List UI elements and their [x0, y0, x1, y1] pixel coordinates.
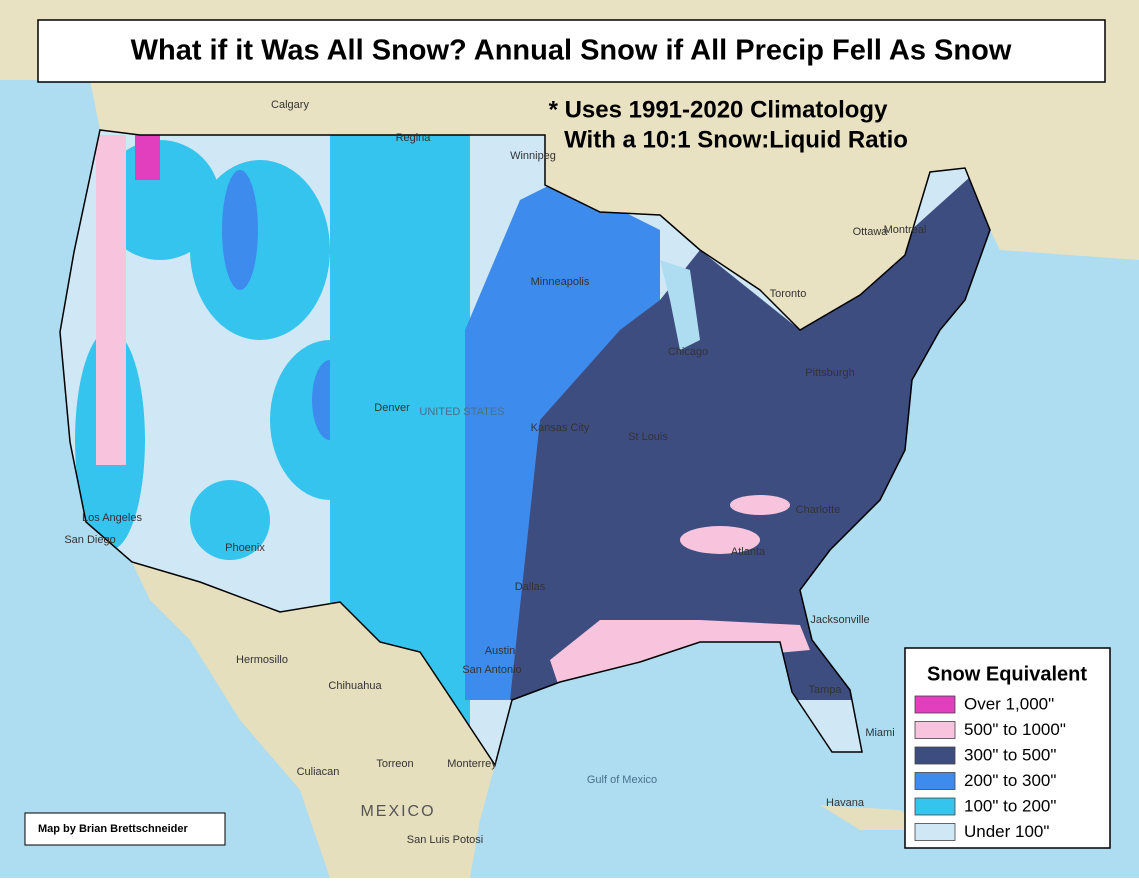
credit-box [24, 812, 226, 846]
place-label: Minneapolis [531, 276, 590, 288]
place-label: Tampa [808, 684, 842, 696]
place-label: Monterrey [447, 758, 497, 770]
place-label: Havana [826, 797, 865, 809]
title: What if it Was All Snow? Annual Snow if … [131, 35, 1012, 67]
cuba [820, 805, 930, 830]
place-label: Winnipeg [510, 150, 556, 162]
subtitle: With a 10:1 Snow:Liquid Ratio [564, 126, 908, 153]
place-label: Pittsburgh [805, 367, 855, 379]
place-label: Calgary [271, 99, 309, 111]
us-border [59, 129, 991, 767]
place-label: Ottawa [853, 226, 889, 238]
place-label: San Luis Potosi [407, 834, 483, 846]
place-label: Atlanta [731, 546, 766, 558]
legend-title: Snow Equivalent [927, 663, 1087, 685]
place-label: Gulf of Mexico [587, 774, 657, 786]
legend-items: Over 1,000" 500" to 1000" 300" to 500" 200"… [914, 694, 1066, 841]
place-label: Chihuahua [328, 680, 382, 692]
place-label: Miami [865, 727, 894, 739]
legend-label: Over 1,000" [964, 694, 1054, 713]
legend-label: 200" to 300" [964, 771, 1056, 790]
place-label: Chicago [668, 346, 708, 358]
legend-label: 500" to 1000" [964, 720, 1066, 739]
place-label: Los Angeles [82, 512, 142, 524]
place-label: Montreal [884, 224, 927, 236]
place-label: Torreon [376, 758, 413, 770]
place-label: St Louis [628, 431, 668, 443]
legend-label: 300" to 500" [964, 745, 1056, 764]
place-label: Charlotte [796, 504, 841, 516]
lake-michigan [660, 260, 700, 350]
place-label: Jacksonville [810, 614, 869, 626]
legend-swatch [914, 823, 956, 841]
legend-swatch [914, 797, 956, 816]
place-label: San Diego [64, 534, 115, 546]
place-label: Regina [396, 132, 432, 144]
title-box [37, 19, 1106, 83]
legend-swatch [914, 695, 956, 714]
place-label: UNITED STATES [419, 406, 504, 418]
mexico [132, 562, 495, 878]
place-label: Kansas City [531, 422, 590, 434]
legend-swatch [914, 721, 956, 739]
place-label: Hermosillo [236, 654, 288, 666]
place-label: Culiacan [297, 766, 340, 778]
place-label: San Antonio [462, 664, 521, 676]
legend-label: Under 100" [964, 822, 1049, 841]
place-label: Phoenix [225, 542, 265, 554]
place-label: Austin [485, 645, 516, 657]
legend-label: 100" to 200" [964, 796, 1056, 815]
legend-swatch [914, 772, 956, 790]
place-label: Dallas [515, 581, 546, 593]
place-label: Toronto [770, 288, 807, 300]
subtitle: * Uses 1991-2020 Climatology [549, 96, 888, 123]
place-label: MEXICO [360, 803, 435, 820]
place-label: Denver [374, 402, 410, 414]
credit: Map by Brian Brettschneider [38, 823, 188, 835]
legend-swatch [914, 746, 956, 765]
